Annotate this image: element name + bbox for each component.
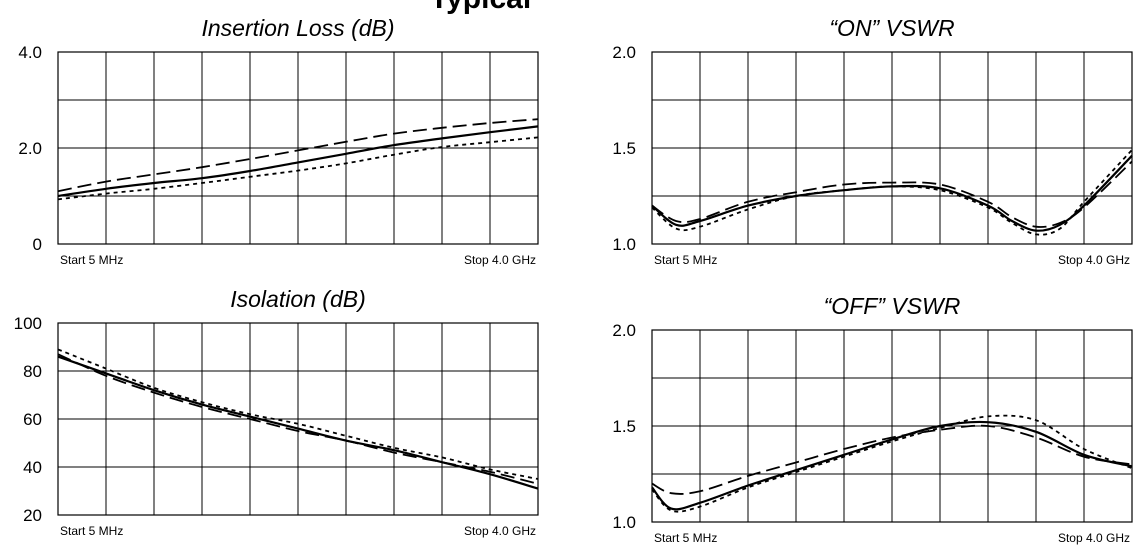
- x-stop-label: Stop 4.0 GHz: [464, 253, 536, 267]
- series-line-short-dash: [651, 149, 1133, 236]
- series-line-short-dash: [57, 136, 539, 201]
- insertion-loss-chart: Insertion Loss (dB) 0 2.0 4.0 Start 5 MHz Sto…: [18, 15, 539, 267]
- plot-frame: [651, 51, 1133, 245]
- y-tick-label: 1.0: [612, 513, 636, 532]
- y-tick-label: 2.0: [612, 43, 636, 62]
- series-line-short-dash: [57, 348, 539, 480]
- y-tick-label: 1.0: [612, 235, 636, 254]
- y-tick-label: 60: [23, 410, 42, 429]
- series-line-long-dash: [651, 424, 1133, 495]
- x-start-label: Start 5 MHz: [654, 531, 717, 545]
- y-tick-label: 80: [23, 362, 42, 381]
- series-line-solid: [651, 154, 1133, 232]
- x-start-label: Start 5 MHz: [654, 253, 717, 267]
- y-tick-label: 100: [14, 314, 42, 333]
- y-tick-label: 1.5: [612, 139, 636, 158]
- series-line-long-dash: [57, 118, 539, 193]
- x-start-label: Start 5 MHz: [60, 524, 123, 538]
- y-tick-label: 2.0: [18, 139, 42, 158]
- y-tick-label: 2.0: [612, 321, 636, 340]
- y-tick-label: 20: [23, 506, 42, 525]
- chart-title: Insertion Loss (dB): [201, 15, 394, 41]
- series-line-long-dash: [57, 353, 539, 485]
- chart-title: “OFF” VSWR: [824, 293, 961, 319]
- x-stop-label: Stop 4.0 GHz: [1058, 253, 1130, 267]
- y-tick-label: 0: [33, 235, 42, 254]
- y-tick-label: 40: [23, 458, 42, 477]
- plot-frame: [57, 51, 539, 245]
- y-tick-label: 1.5: [612, 417, 636, 436]
- series-line-long-dash: [651, 160, 1133, 228]
- series-line-solid: [57, 355, 539, 490]
- page-title: Typical: [430, 0, 531, 16]
- isolation-chart: Isolation (dB) 20 40 60 80 100 Start 5 MHz Stop…: [14, 286, 539, 538]
- x-start-label: Start 5 MHz: [60, 253, 123, 267]
- plot-frame: [651, 329, 1133, 523]
- chart-title: Isolation (dB): [230, 286, 366, 312]
- y-tick-label: 4.0: [18, 43, 42, 62]
- plot-frame: [57, 322, 539, 516]
- off-vswr-chart: “OFF” VSWR 1.0 1.5 2.0 Start 5 MHz Stop 4.0 G…: [612, 293, 1133, 545]
- series-line-solid: [651, 420, 1133, 511]
- x-stop-label: Stop 4.0 GHz: [464, 524, 536, 538]
- series-line-solid: [57, 125, 539, 198]
- x-stop-label: Stop 4.0 GHz: [1058, 531, 1130, 545]
- chart-title: “ON” VSWR: [829, 15, 954, 41]
- on-vswr-chart: “ON” VSWR 1.0 1.5 2.0 Start 5 MHz Stop 4.0 GH…: [612, 15, 1133, 267]
